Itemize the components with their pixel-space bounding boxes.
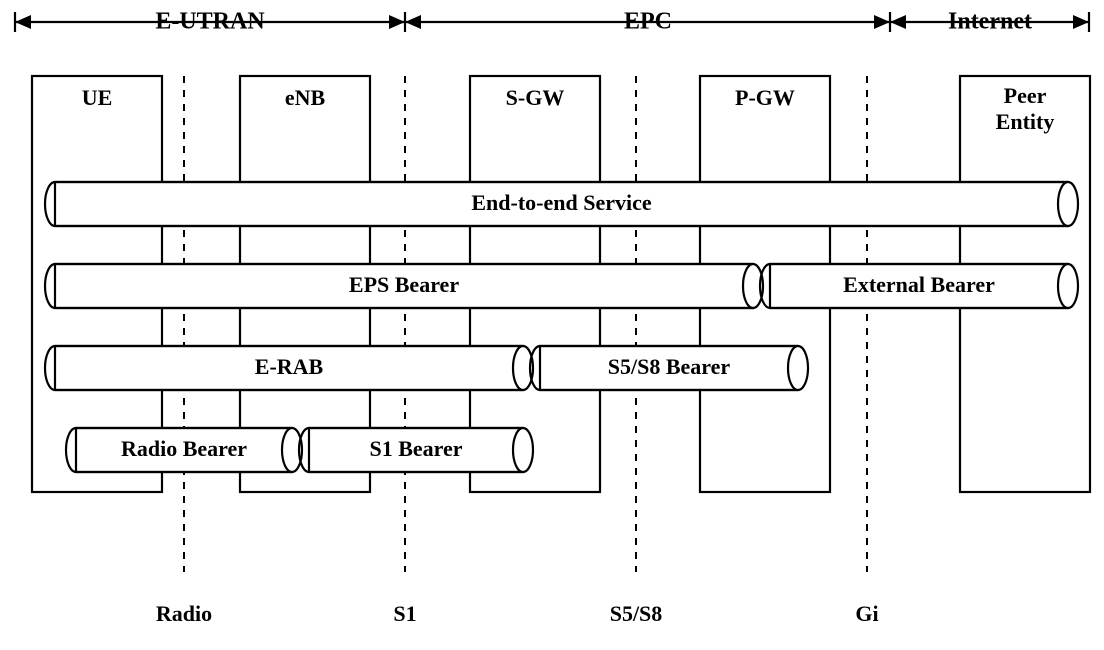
iface-label-radio: Radio [156,601,212,626]
arrow-right [874,15,890,29]
bar-label-e-rab: E-RAB [255,354,324,379]
box-label-peer-2: Entity [996,109,1055,134]
iface-label-s1: S1 [393,601,416,626]
arrow-right [1073,15,1089,29]
arrow-right [389,15,405,29]
box-label-enb: eNB [285,85,326,110]
top-label-epc: EPC [624,9,672,35]
top-label-internet: Internet [948,9,1032,35]
arrow-left [890,15,906,29]
bar-label-external-bearer: External Bearer [843,272,995,297]
box-label-peer-1: Peer [1004,83,1047,108]
bar-label-s1-bearer: S1 Bearer [369,436,462,461]
bar-label-eps-bearer: EPS Bearer [349,272,459,297]
bar-label-s5-s8-bearer: S5/S8 Bearer [608,354,731,379]
bar-label-end-to-end-service: End-to-end Service [471,190,652,215]
box-label-sgw: S-GW [506,85,565,110]
iface-label-s5s8: S5/S8 [610,601,663,626]
iface-label-gi: Gi [855,601,878,626]
top-label-e-utran: E-UTRAN [155,9,265,35]
bar-label-radio-bearer: Radio Bearer [121,436,247,461]
arrow-left [15,15,31,29]
box-label-ue: UE [82,85,113,110]
box-label-pgw: P-GW [735,85,795,110]
arrow-left [405,15,421,29]
